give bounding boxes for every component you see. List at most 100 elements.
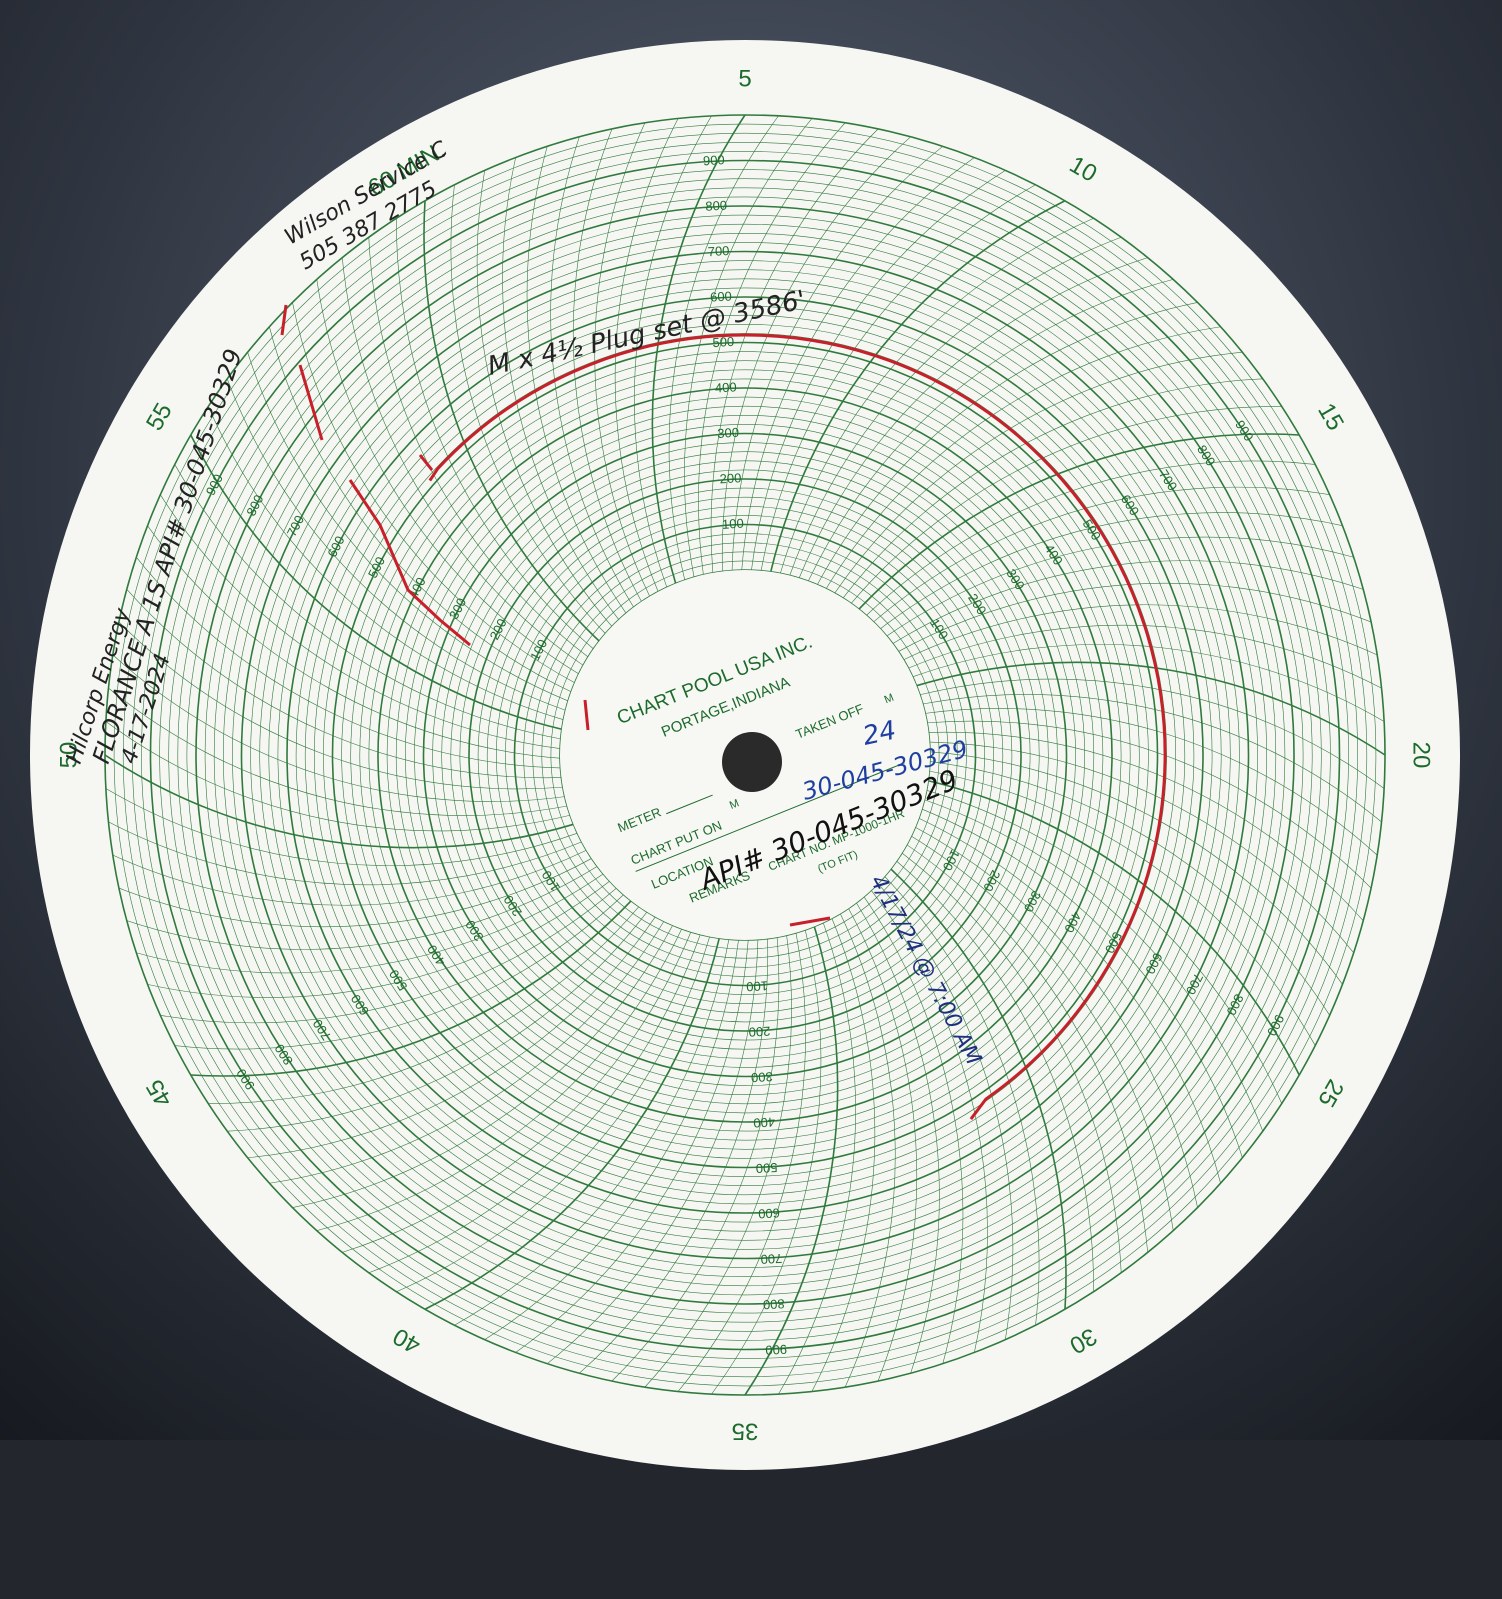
time-line [863,896,964,1364]
time-line [912,644,1385,722]
time-line [911,835,1174,1231]
time-line [112,654,565,802]
time-line [147,525,561,759]
grid-circle [468,478,1022,1032]
time-line [174,894,624,1050]
time-line [925,708,1378,856]
pressure-label: 200 [719,470,741,486]
grid-circle [505,515,985,995]
grid-circle [232,242,1258,1268]
time-line [118,858,592,928]
time-line [476,170,613,627]
field-line [666,794,713,815]
grid-circle [331,341,1159,1169]
time-line [174,464,561,740]
time-line [710,128,879,573]
time-line [873,486,1330,623]
time-line [840,913,896,1388]
grid-circle [304,314,1186,1196]
time-line [634,115,712,588]
time-line [450,184,606,634]
time-line [789,236,1122,576]
field-label: M [728,797,741,812]
grid-circle [168,178,1322,1332]
time-line [711,929,822,1395]
time-line [866,460,1316,616]
grid-circle [177,187,1313,1323]
time-line [892,560,1364,644]
minute-label: 35 [732,1418,759,1445]
pressure-label: 300 [751,1069,773,1085]
time-line [798,257,1148,579]
grid-circle [404,414,1086,1096]
center-hole [722,732,782,792]
time-line [915,827,1198,1208]
time-line [269,921,665,1184]
time-line [918,818,1221,1184]
time-line [922,694,1382,823]
time-line [526,146,627,614]
time-line [342,931,692,1253]
time-line [396,936,710,1293]
time-line [396,218,594,650]
time-line [668,115,779,581]
handwritten-note: 24 [860,716,899,752]
grid-circle [359,369,1131,1141]
time-line [898,582,1372,652]
time-line [929,770,1316,1046]
time-line [126,589,562,779]
time-line [817,302,1198,585]
time-line [916,661,1386,756]
pressure-label: 600 [758,1205,780,1221]
time-line [842,378,1263,599]
pressure-label: 500 [755,1160,777,1176]
time-line [292,925,673,1208]
time-line [594,122,650,597]
minute-label: 50 [55,742,82,769]
time-line [208,906,640,1104]
time-line [550,136,634,608]
grid-circle [550,560,940,950]
time-line [811,918,876,1392]
pen-marks [280,304,831,927]
time-line [424,938,721,1310]
minute-label: 5 [738,65,751,92]
time-line [484,939,739,1340]
time-line [502,157,620,620]
time-line [547,939,759,1364]
time-line [698,122,846,575]
grid-circle [240,250,1250,1260]
grid-circle [141,151,1349,1359]
time-line [651,114,746,584]
pressure-label: 400 [753,1115,775,1131]
time-line [928,731,1364,921]
grid-circle [450,460,1040,1050]
time-line [903,604,1378,660]
grid-circle [432,442,1058,1068]
grid-circle [414,424,1076,1086]
field-line [635,762,905,872]
pressure-label: 900 [703,152,725,168]
time-line [884,876,1040,1326]
grid-circle [113,123,1377,1387]
time-line [760,184,1036,571]
minute-label: 20 [1408,742,1435,769]
time-line [316,279,579,675]
grid-circle [213,223,1277,1287]
grid-circle [286,296,1204,1214]
time-line [136,873,604,974]
field-label: M [883,692,896,707]
time-line [341,257,584,666]
time-line [207,406,564,720]
time-line [744,926,839,1396]
time-line [147,880,610,998]
time-line [808,279,1174,582]
time-line [741,157,975,571]
time-line [928,779,1300,1076]
time-line [572,128,642,602]
time-line [926,790,1283,1104]
time-line [579,938,769,1374]
pressure-label: 800 [705,198,727,214]
pressure-label: 800 [763,1296,785,1312]
pressure-label: 900 [765,1342,787,1358]
